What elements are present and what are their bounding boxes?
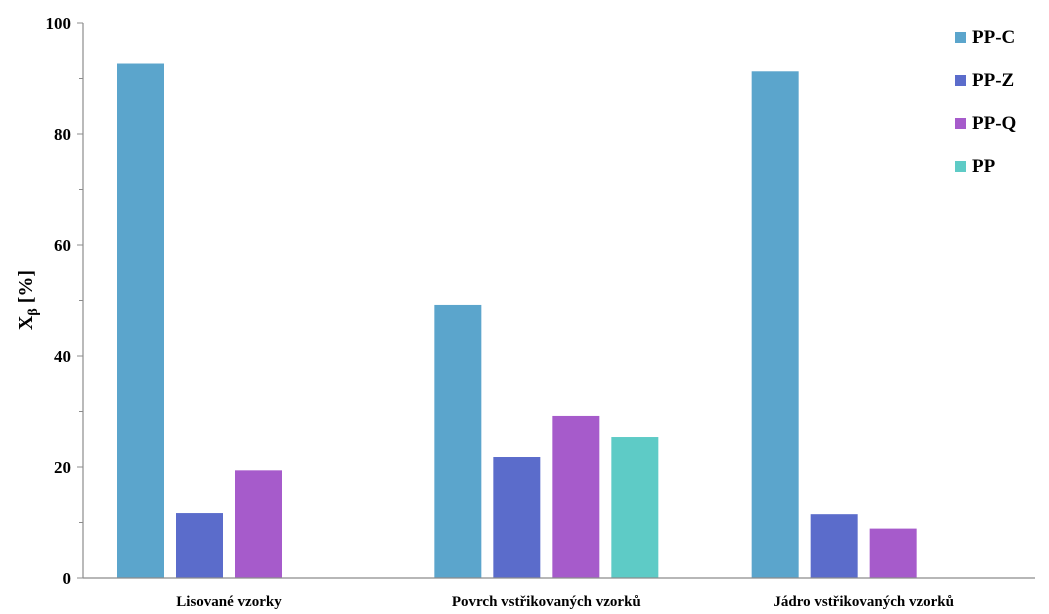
bars bbox=[117, 63, 917, 578]
legend-label-pp: PP bbox=[972, 156, 996, 177]
y-tick-label: 100 bbox=[46, 14, 72, 33]
bar-pp-c bbox=[751, 71, 799, 578]
y-tick-label: 40 bbox=[54, 347, 71, 366]
x-axis-category-labels: Lisované vzorky Povrch vstřikovaných vzor… bbox=[176, 594, 954, 610]
bar-pp-z bbox=[176, 513, 223, 578]
y-axis-ticks: 0 20 40 60 80 100 bbox=[46, 14, 83, 588]
legend-swatch-pp-z bbox=[955, 75, 966, 86]
bar-pp-z bbox=[810, 514, 858, 578]
bar-pp-c bbox=[434, 304, 482, 578]
legend-swatch-pp-q bbox=[955, 118, 966, 129]
y-tick-label: 60 bbox=[54, 236, 71, 255]
legend: PP-C PP-Z PP-Q PP bbox=[955, 27, 1016, 177]
legend-swatch-pp bbox=[955, 161, 966, 172]
x-category-label: Lisované vzorky bbox=[176, 594, 282, 610]
x-category-label: Jádro vstřikovaných vzorků bbox=[773, 594, 954, 610]
bar-pp-z bbox=[493, 457, 541, 578]
legend-label-pp-q: PP-Q bbox=[972, 113, 1016, 134]
y-axis-title-subscript: β bbox=[26, 308, 41, 315]
y-axis-title-main: X bbox=[15, 315, 37, 330]
bar-pp-q bbox=[552, 415, 600, 578]
y-tick-label: 80 bbox=[54, 125, 71, 144]
y-tick-label: 0 bbox=[63, 569, 72, 588]
x-category-label: Povrch vstřikovaných vzorků bbox=[452, 594, 641, 610]
legend-label-pp-c: PP-C bbox=[972, 27, 1015, 48]
bar-pp-c bbox=[117, 63, 164, 578]
bar-pp-q bbox=[235, 470, 282, 578]
legend-label-pp-z: PP-Z bbox=[972, 70, 1014, 91]
y-axis-title-unit: [%] bbox=[15, 270, 37, 308]
y-tick-label: 20 bbox=[54, 458, 71, 477]
y-axis-title: Xβ [%] bbox=[15, 270, 41, 330]
legend-swatch-pp-c bbox=[955, 32, 966, 43]
bar-pp-q bbox=[869, 528, 917, 578]
bar-pp bbox=[611, 437, 659, 578]
